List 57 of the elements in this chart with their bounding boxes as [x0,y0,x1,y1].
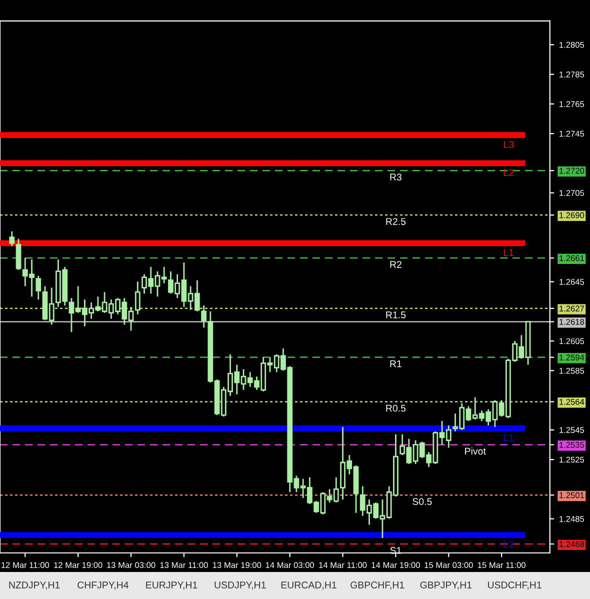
ref-line-label: R2.5 [386,218,406,225]
x-tick-label: 12 Mar 19:00 [54,562,102,568]
ref-line-label: S0.5 [412,498,432,506]
text: USDJPY,H1 [214,582,266,590]
ref-line-label: R3 [390,174,402,181]
x-tick-label: 14 Mar 11:00 [319,562,367,568]
text: USDCHF,H1 [488,582,542,590]
text: EURJPY,H1 [146,582,198,590]
text: NZDJPY,H1 [9,582,60,590]
y-tick-label: 1.2765 [560,101,584,108]
ref-line-label: R1 [390,360,402,368]
x-tick-label: 13 Mar 19:00 [212,562,262,568]
band-label: L3 [504,141,514,148]
y-tick-label: 1.2585 [560,368,584,374]
text: GBPCHF,H1 [350,582,404,590]
y-tick-label: 1.2564 [560,398,584,405]
x-tick-label: 15 Mar 11:00 [478,562,526,568]
x-tick-label: 15 Mar 03:00 [424,562,473,568]
band-label: L1 [504,249,514,256]
band-label: L2 [504,169,514,176]
y-tick-label: 1.2745 [560,130,584,137]
ref-line-label: R1.5 [386,312,406,318]
x-tick-label: 12 Mar 11:00 [2,562,50,568]
ref-line-label: R0.5 [386,404,406,412]
x-tick-label: 14 Mar 03:00 [266,562,314,568]
y-tick-label: 1.2720 [560,168,584,174]
y-tick-label: 1.2618 [560,318,584,325]
text: CHFJPY,H4 [78,582,128,590]
candlestick [201,304,206,328]
x-tick-label: 14 Mar 19:00 [372,562,420,568]
y-tick-label: 1.2805 [560,42,584,48]
text: EURCAD,H1 [281,582,336,590]
band-label: L2 [504,541,514,548]
text: GBPJPY,H1 [420,582,472,590]
y-tick-label: 1.2468 [560,541,584,548]
ref-line-label: R2 [390,261,402,268]
y-tick-label: 1.2627 [560,306,584,312]
candlestick [9,230,15,247]
y-tick-label: 1.2594 [560,354,584,360]
y-tick-label: 1.2535 [560,442,584,448]
candlestick [16,238,22,271]
candlestick [36,275,42,300]
y-tick-label: 1.2605 [560,338,584,344]
x-tick-label: 13 Mar 11:00 [160,562,208,568]
y-tick-label: 1.2525 [560,456,584,463]
candlestick [134,281,140,316]
y-tick-label: 1.2645 [560,278,584,285]
band-label: L1 [504,434,514,442]
y-tick-label: 1.2785 [560,72,584,78]
x-tick-label: 13 Mar 03:00 [107,562,156,568]
ref-line-label: Pivot [465,447,486,455]
y-tick-label: 1.2690 [560,212,584,218]
y-tick-label: 1.2485 [560,516,584,522]
y-tick-label: 1.2501 [560,492,584,498]
y-tick-label: 1.2545 [560,427,584,433]
y-tick-label: 1.2661 [560,255,584,262]
y-tick-label: 1.2705 [560,190,584,196]
